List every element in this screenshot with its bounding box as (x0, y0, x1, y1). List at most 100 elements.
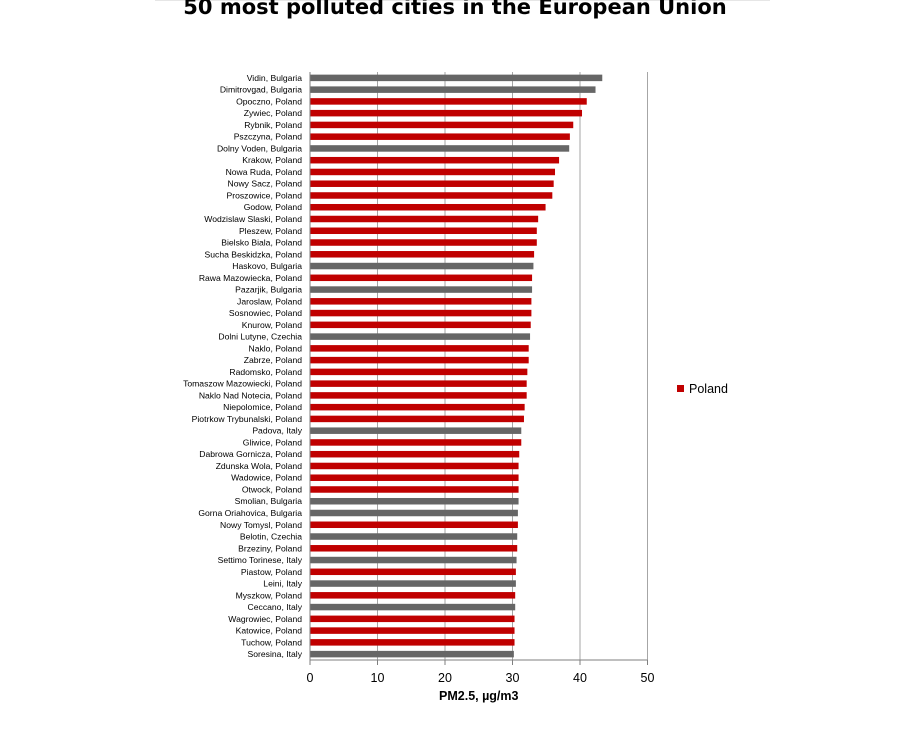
x-tick-label: 10 (371, 671, 385, 685)
bar (310, 415, 524, 423)
bar (310, 392, 527, 399)
category-label: Opoczno, Poland (236, 96, 302, 106)
category-label: Naklo, Poland (248, 343, 302, 353)
bar (310, 121, 574, 129)
bar (310, 556, 517, 564)
bar (310, 345, 529, 352)
category-label: Settimo Torinese, Italy (218, 555, 303, 565)
bar (310, 509, 518, 517)
category-label: Radomsko, Poland (229, 367, 302, 377)
bar (310, 592, 516, 599)
category-label: Vidin, Bulgaria (247, 73, 302, 83)
bar (310, 627, 515, 634)
bar (310, 403, 525, 411)
bar (310, 109, 583, 117)
category-label: Rybnik, Poland (244, 120, 302, 130)
top-border-line (155, 0, 770, 1)
category-label: Gorna Oriahovica, Bulgaria (198, 508, 302, 518)
category-label: Piastow, Poland (241, 567, 302, 577)
x-tick-label: 40 (573, 671, 587, 685)
category-label: Sosnowiec, Poland (229, 308, 302, 318)
bar (310, 521, 518, 529)
category-label: Pszczyna, Poland (234, 132, 303, 142)
category-label: Nowy Tomysl, Poland (220, 520, 302, 530)
category-label: Krakow, Poland (242, 155, 302, 165)
category-label: Dolny Voden, Bulgaria (217, 143, 302, 153)
category-label: Ceccano, Italy (248, 602, 303, 612)
chart-title: 50 most polluted cities in the European … (183, 0, 727, 19)
bar (310, 156, 560, 164)
category-label: Sucha Beskidzka, Poland (205, 249, 303, 259)
bar (310, 133, 570, 140)
category-label: Dolni Lutyne, Czechia (218, 332, 302, 342)
category-label: Padova, Italy (252, 426, 302, 436)
category-label: Naklo Nad Notecia, Poland (199, 390, 302, 400)
bar (310, 262, 534, 270)
category-label: Nowa Ruda, Poland (226, 167, 303, 177)
bar (310, 380, 527, 387)
category-label: Tuchow, Poland (241, 637, 302, 647)
category-label: Zdunska Wola, Poland (216, 461, 303, 471)
category-label: Zywiec, Poland (244, 108, 302, 118)
x-tick-label: 50 (641, 671, 655, 685)
category-label: Belotin, Czechia (240, 532, 302, 542)
bar (310, 274, 533, 282)
bar (310, 86, 596, 93)
category-label: Pleszew, Poland (239, 226, 302, 236)
bar (310, 333, 531, 340)
legend-label: Poland (689, 382, 728, 396)
category-label: Jaroslaw, Poland (237, 296, 302, 306)
category-label: Leini, Italy (263, 579, 302, 589)
bar (310, 497, 519, 505)
category-label: Wadowice, Poland (231, 473, 302, 483)
bar (310, 439, 522, 446)
bar (310, 474, 519, 481)
category-label: Wagrowiec, Poland (228, 614, 302, 624)
bar (310, 462, 519, 470)
bar (310, 180, 554, 187)
bar (310, 74, 603, 82)
category-label: Wodzislaw Slaski, Poland (204, 214, 302, 224)
bar (310, 145, 570, 152)
bar (310, 309, 532, 317)
bar (310, 168, 556, 176)
category-label: Myszkow, Poland (236, 590, 303, 600)
bar (310, 368, 528, 376)
bar (310, 545, 518, 552)
bar (310, 427, 522, 434)
bar (310, 251, 535, 258)
category-label: Haskovo, Bulgaria (232, 261, 302, 271)
category-label: Brzeziny, Poland (238, 543, 302, 553)
category-label: Godow, Poland (244, 202, 303, 212)
bar (310, 356, 529, 364)
category-label: Soresina, Italy (248, 649, 303, 659)
bar (310, 639, 515, 646)
bar (310, 98, 587, 105)
category-label: Otwock, Poland (242, 484, 302, 494)
bar (310, 215, 539, 223)
category-label: Rawa Mazowiecka, Poland (199, 273, 302, 283)
category-label: Zabrze, Poland (244, 355, 303, 365)
category-label: Dabrowa Gornicza, Poland (199, 449, 302, 459)
bar (310, 650, 514, 658)
category-label: Tomaszow Mazowiecki, Poland (183, 379, 302, 389)
category-label: Katowice, Poland (236, 626, 303, 636)
category-label: Piotrkow Trybunalski, Poland (192, 414, 303, 424)
category-label: Nowy Sacz, Poland (227, 179, 302, 189)
x-axis-title: PM2.5, µg/m3 (439, 689, 518, 703)
bar (310, 568, 516, 576)
category-label: Knurow, Poland (242, 320, 302, 330)
bar (310, 203, 546, 211)
x-tick-label: 30 (506, 671, 520, 685)
category-label: Proszowice, Poland (227, 190, 303, 200)
bar (310, 227, 537, 235)
bar (310, 450, 520, 458)
bar (310, 298, 532, 305)
bar (310, 603, 516, 611)
bar (310, 239, 537, 246)
category-label: Niepolomice, Poland (223, 402, 302, 412)
category-label: Gliwice, Poland (243, 437, 302, 447)
bar (310, 286, 533, 293)
